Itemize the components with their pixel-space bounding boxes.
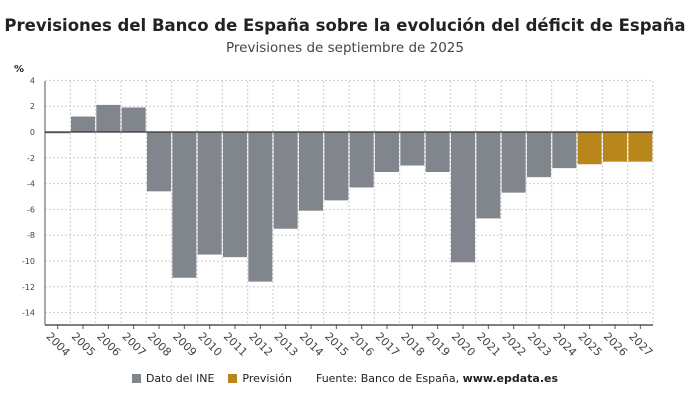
x-tick-label: 2012: [246, 330, 275, 359]
y-axis-unit: %: [14, 64, 25, 75]
bar-2014: [299, 132, 323, 211]
x-tick-label: 2008: [145, 330, 174, 359]
bar-2026: [603, 132, 627, 162]
bar-2022: [501, 132, 526, 193]
y-tick-label: 0: [30, 128, 35, 137]
bar-2010: [197, 132, 222, 255]
x-tick-label: 2026: [601, 330, 630, 359]
bar-2005: [71, 116, 95, 132]
x-tick-label: 2007: [120, 330, 149, 359]
y-tick-label: -8: [27, 231, 35, 240]
bar-2015: [324, 132, 349, 201]
bar-2009: [172, 132, 197, 278]
x-tick-label: 2020: [449, 330, 478, 359]
x-tick-label: 2011: [221, 330, 250, 359]
legend-label-ine: Dato del INE: [145, 372, 215, 385]
x-tick-label: 2019: [424, 330, 453, 359]
x-tick-label: 2006: [94, 330, 123, 359]
x-tick-label: 2009: [170, 330, 199, 359]
x-tick-label: 2015: [322, 330, 351, 359]
source-link[interactable]: www.epdata.es: [462, 372, 559, 385]
bar-2018: [400, 132, 425, 166]
y-tick-label: -10: [22, 257, 35, 266]
x-tick-label: 2014: [297, 330, 326, 359]
bar-2024: [552, 132, 577, 169]
bar-2011: [223, 132, 247, 258]
x-tick-label: 2010: [196, 330, 225, 359]
x-tick-label: 2004: [44, 330, 73, 359]
legend-swatch-ine: [131, 374, 141, 383]
x-tick-label: 2013: [272, 330, 301, 359]
x-tick-label: 2018: [398, 330, 427, 359]
bar-2027: [628, 132, 653, 162]
legend-item-prevision: Previsión: [228, 372, 292, 385]
x-tick-label: 2016: [348, 330, 377, 359]
bar-2021: [476, 132, 501, 219]
source-label: Fuente: Banco de España,: [315, 372, 463, 385]
x-tick-label: 2005: [69, 330, 98, 359]
y-tick-label: -6: [27, 205, 35, 214]
bar-2004: [45, 132, 70, 134]
bar-2013: [273, 132, 298, 229]
y-tick-label: 2: [30, 102, 35, 111]
y-tick-label: -12: [22, 283, 35, 292]
x-tick-label: 2027: [626, 330, 655, 359]
bar-2020: [451, 132, 475, 263]
y-tick-label: -4: [27, 180, 35, 189]
chart-title: Previsiones del Banco de España sobre la…: [4, 16, 686, 35]
x-tick-label: 2025: [576, 330, 605, 359]
bar-2017: [375, 132, 399, 172]
bar-2023: [527, 132, 551, 178]
bar-2007: [121, 107, 146, 132]
legend-swatch-prevision: [228, 374, 238, 383]
legend: Dato del INE Previsión Fuente: Banco de …: [0, 372, 690, 385]
bar-2006: [96, 104, 121, 132]
bar-2016: [349, 132, 374, 188]
x-tick-label: 2024: [550, 330, 579, 359]
y-tick-label: -14: [22, 309, 35, 318]
bar-2019: [425, 132, 450, 172]
bar-2025: [577, 132, 602, 165]
y-tick-label: -2: [27, 154, 35, 163]
x-tick-label: 2022: [500, 330, 529, 359]
bar-2008: [147, 132, 171, 192]
x-tick-label: 2023: [525, 330, 554, 359]
y-tick-label: 4: [30, 76, 35, 85]
x-tick-label: 2021: [474, 330, 503, 359]
source: Fuente: Banco de España, www.epdata.es: [316, 372, 558, 385]
bar-2012: [248, 132, 273, 282]
legend-label-prevision: Previsión: [242, 372, 292, 385]
x-tick-label: 2017: [373, 330, 402, 359]
chart-subtitle: Previsiones de septiembre de 2025: [226, 40, 464, 56]
legend-item-ine: Dato del INE: [131, 372, 215, 385]
